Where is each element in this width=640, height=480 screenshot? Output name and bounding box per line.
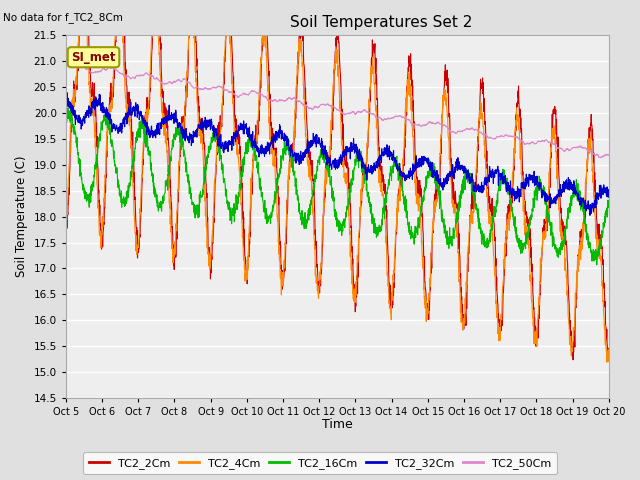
Legend: TC2_2Cm, TC2_4Cm, TC2_16Cm, TC2_32Cm, TC2_50Cm: TC2_2Cm, TC2_4Cm, TC2_16Cm, TC2_32Cm, TC…: [83, 453, 557, 474]
TC2_2Cm: [605, 350, 612, 356]
TC2_2Cm: [62, 226, 70, 232]
TC2_2Cm: [569, 357, 577, 363]
Line: TC2_2Cm: TC2_2Cm: [66, 0, 609, 360]
TC2_32Cm: [572, 188, 580, 193]
TC2_4Cm: [605, 351, 612, 357]
TC2_2Cm: [495, 320, 503, 325]
TC2_32Cm: [63, 90, 71, 96]
TC2_16Cm: [557, 247, 565, 253]
TC2_50Cm: [572, 144, 580, 150]
TC2_16Cm: [593, 262, 600, 268]
TC2_4Cm: [557, 223, 565, 228]
TC2_4Cm: [365, 96, 372, 102]
TC2_16Cm: [62, 118, 70, 124]
X-axis label: Time: Time: [322, 419, 353, 432]
TC2_16Cm: [572, 191, 580, 197]
TC2_2Cm: [557, 205, 565, 211]
TC2_4Cm: [603, 360, 611, 365]
TC2_50Cm: [597, 155, 605, 161]
TC2_16Cm: [64, 105, 72, 111]
Text: SI_met: SI_met: [71, 51, 116, 64]
TC2_50Cm: [605, 152, 612, 157]
TC2_32Cm: [62, 95, 70, 100]
TC2_2Cm: [365, 120, 372, 125]
Line: TC2_32Cm: TC2_32Cm: [66, 93, 609, 216]
TC2_2Cm: [573, 291, 580, 297]
TC2_32Cm: [365, 165, 372, 170]
Y-axis label: Soil Temperature (C): Soil Temperature (C): [15, 156, 28, 277]
TC2_4Cm: [62, 230, 70, 236]
Line: TC2_16Cm: TC2_16Cm: [66, 108, 609, 265]
TC2_16Cm: [353, 159, 361, 165]
Title: Soil Temperatures Set 2: Soil Temperatures Set 2: [289, 15, 472, 30]
Line: TC2_50Cm: TC2_50Cm: [66, 62, 609, 158]
TC2_4Cm: [495, 333, 503, 339]
Line: TC2_4Cm: TC2_4Cm: [66, 0, 609, 362]
TC2_50Cm: [557, 145, 565, 151]
TC2_4Cm: [572, 288, 580, 294]
TC2_32Cm: [353, 144, 361, 150]
TC2_16Cm: [605, 198, 612, 204]
TC2_50Cm: [214, 84, 221, 89]
TC2_50Cm: [495, 134, 503, 140]
TC2_4Cm: [353, 263, 361, 269]
TC2_32Cm: [586, 213, 594, 218]
TC2_2Cm: [353, 277, 361, 283]
TC2_32Cm: [214, 137, 221, 143]
Text: No data for f_TC2_8Cm: No data for f_TC2_8Cm: [3, 12, 123, 23]
TC2_16Cm: [214, 133, 221, 139]
TC2_50Cm: [70, 59, 77, 65]
TC2_32Cm: [495, 173, 503, 179]
TC2_50Cm: [365, 109, 372, 115]
TC2_50Cm: [353, 109, 361, 115]
TC2_4Cm: [214, 144, 221, 150]
TC2_32Cm: [557, 187, 565, 192]
TC2_2Cm: [214, 131, 221, 136]
TC2_32Cm: [605, 193, 612, 199]
TC2_16Cm: [365, 200, 372, 205]
TC2_50Cm: [62, 60, 70, 66]
TC2_16Cm: [495, 188, 503, 194]
